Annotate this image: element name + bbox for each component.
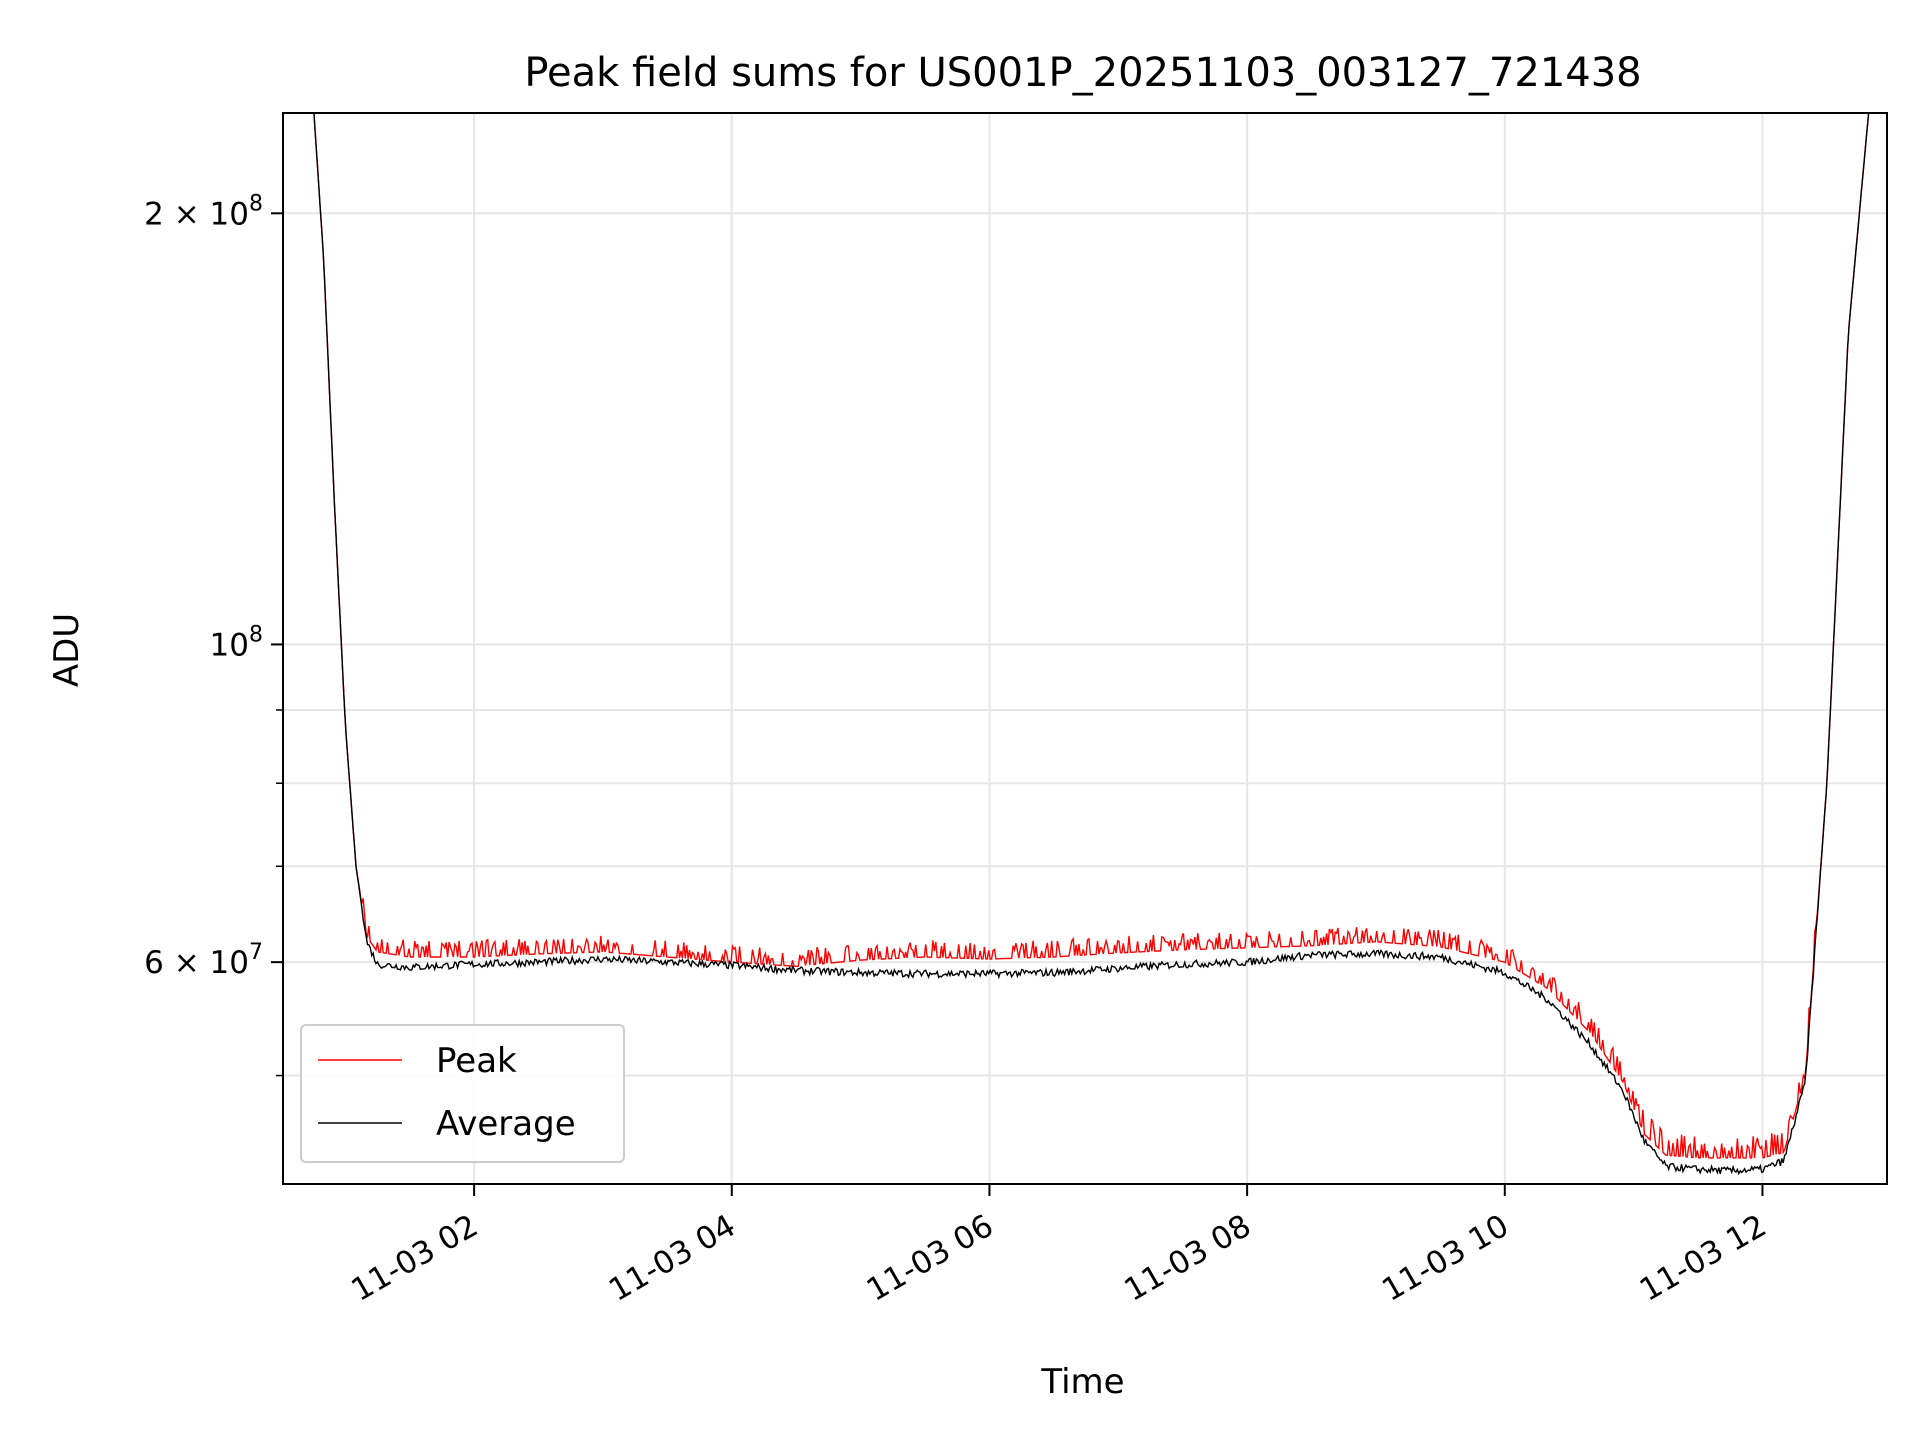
legend-label-average: Average — [436, 1104, 576, 1144]
legend-label-peak: Peak — [436, 1041, 517, 1081]
x-tick-label: 11-03 10 — [1376, 1208, 1515, 1309]
grid — [283, 113, 1887, 1184]
y-axis: 2 × 108 108 6 × 107 — [144, 191, 283, 1077]
plot-area — [313, 113, 1870, 1176]
x-tick-label: 11-03 12 — [1634, 1208, 1773, 1309]
series-line-peak — [313, 113, 1870, 1159]
x-tick-label: 11-03 02 — [345, 1208, 484, 1309]
series-line-average — [313, 113, 1870, 1176]
y-tick-label: 108 — [210, 622, 263, 663]
legend: Peak Average — [300, 1024, 625, 1163]
y-axis-label: ADU — [47, 613, 87, 687]
y-tick-label: 6 × 107 — [144, 940, 263, 981]
x-axis: 11-03 02 11-03 04 11-03 06 11-03 08 11-03 10… — [345, 1184, 1772, 1309]
x-tick-label: 11-03 06 — [861, 1208, 1000, 1309]
axes-frame — [282, 112, 1888, 1185]
chart-title: Peak field sums for US001P_20251103_0031… — [524, 50, 1641, 96]
x-axis-label: Time — [1040, 1362, 1124, 1402]
x-tick-label: 11-03 08 — [1118, 1208, 1257, 1309]
x-tick-label: 11-03 04 — [603, 1208, 742, 1309]
y-tick-label: 2 × 108 — [144, 191, 263, 232]
